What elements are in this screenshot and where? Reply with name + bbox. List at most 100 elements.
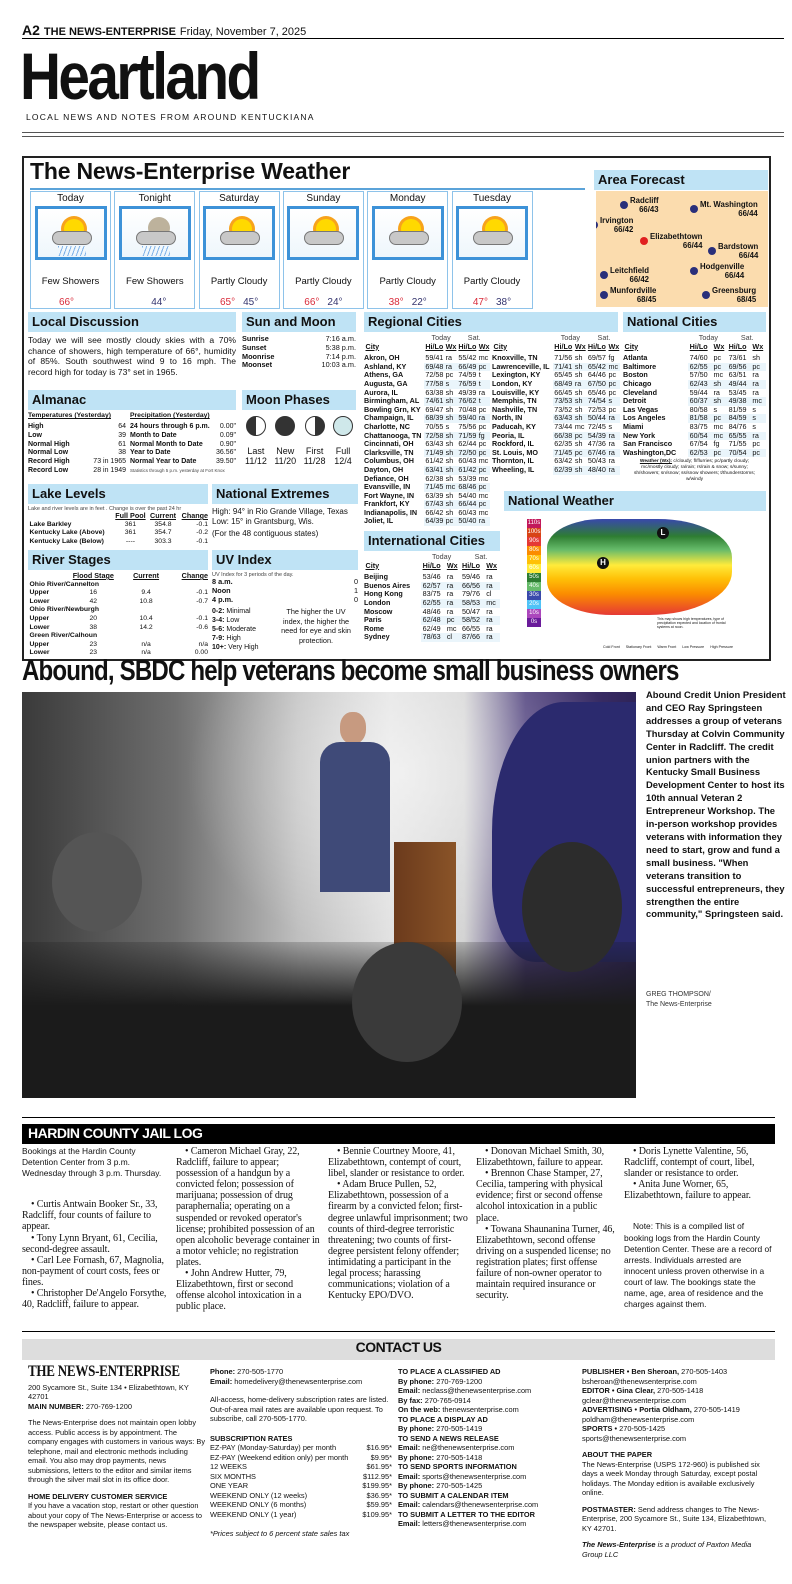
contact-value[interactable]: 270-505-1418 bbox=[436, 1452, 483, 1462]
contact-value[interactable]: 270-769-1200 bbox=[436, 1376, 483, 1386]
story-photo[interactable] bbox=[22, 692, 636, 1098]
staff-email[interactable]: poldham@thenewsenterprise.com bbox=[582, 1414, 695, 1424]
contact-title: CONTACT US bbox=[22, 1339, 775, 1360]
row-value: 10.4 bbox=[139, 614, 153, 622]
contact-label: Email: bbox=[398, 1386, 421, 1395]
sat-hilo: 66/56 bbox=[460, 581, 485, 591]
rate-row: EZ-PAY (Weekend edition only) per month $… bbox=[210, 1453, 392, 1463]
almanac-temp-row: Low 39 bbox=[28, 432, 126, 441]
staff-phone[interactable]: 270-505-1419 bbox=[693, 1405, 740, 1414]
contact-value[interactable]: ne@thenewsenterprise.com bbox=[422, 1443, 515, 1452]
staff-email[interactable]: bsheroan@thenewsenterprise.com bbox=[582, 1376, 697, 1386]
rate-label: SIX MONTHS bbox=[210, 1471, 256, 1481]
temps-header: Temperatures (Yesterday) bbox=[28, 412, 111, 419]
today-hilo: 53/46 bbox=[422, 572, 441, 582]
staff-email[interactable]: gclear@thenewsenterprise.com bbox=[582, 1395, 687, 1405]
rate-price: $9.95* bbox=[370, 1452, 392, 1462]
river-name: Green River/Calhoun bbox=[29, 632, 98, 640]
contact-value[interactable]: neclass@thenewsenterprise.com bbox=[422, 1386, 532, 1395]
sat-wx: ra bbox=[484, 633, 500, 642]
contact-value[interactable]: letters@thenewsenterprise.com bbox=[422, 1519, 527, 1528]
sat-wx: pc bbox=[608, 387, 617, 397]
city-row: Baltimore 62/55 pc 69/56 pc bbox=[623, 362, 766, 372]
story-headline: Abound, SBDC help veterans become small … bbox=[22, 655, 679, 687]
today-wx: sh bbox=[712, 397, 728, 406]
rate-label: EZ-PAY (Weekend edition only) per month bbox=[210, 1452, 349, 1462]
city-name: Akron, OH bbox=[364, 353, 400, 363]
staff-phone[interactable]: 270-505-1403 bbox=[681, 1367, 728, 1376]
national-weather: National Weather bbox=[504, 491, 766, 511]
staff-phone[interactable]: 270-505-1425 bbox=[619, 1424, 666, 1433]
sat-wx: pc bbox=[478, 439, 487, 449]
temp-band-110s: 110s bbox=[527, 519, 541, 528]
staff-phone[interactable]: 270-505-1418 bbox=[657, 1386, 704, 1395]
today-wx: ra bbox=[445, 353, 453, 363]
cloud-icon bbox=[388, 231, 429, 245]
sat-hilo: 54/39 bbox=[586, 430, 607, 441]
extreme-low: Low: 15° in Grantsburg, Wis. bbox=[212, 517, 314, 526]
photo-credit: GREG THOMPSON/The News-Enterprise bbox=[646, 990, 712, 1010]
city-name: Joliet, IL bbox=[364, 516, 394, 526]
area-forecast-map: Radcliff 66/43 Mt. Washington 66/44 Irvingto… bbox=[596, 191, 768, 307]
area-city: Mt. Washington 66/44 bbox=[700, 200, 758, 218]
email-link[interactable]: homedelivery@thenewsenterprise.com bbox=[234, 1376, 363, 1386]
today-header: Today bbox=[432, 552, 452, 561]
today-wx: pc bbox=[573, 448, 587, 458]
city-row: Los Angeles 81/58 pc 84/59 s bbox=[623, 414, 766, 423]
moon-phase-date: 11/20 bbox=[274, 456, 297, 466]
temp-band-10s: 10s bbox=[527, 609, 541, 618]
forecast-sunday: Sunday Partly Cloudy 66° 24° bbox=[282, 191, 364, 309]
today-hilo: 59/44 bbox=[689, 387, 708, 397]
sat-hilo: 50/47 bbox=[462, 606, 481, 616]
city-row: Atlanta 74/60 pc 73/61 sh bbox=[623, 354, 766, 363]
row-label: Lower bbox=[29, 623, 50, 631]
hilo-header: Hi/Lo bbox=[554, 341, 573, 351]
today-hilo: 60/37 bbox=[688, 397, 713, 406]
staff-title: ADVERTISING • Portia Oldham, bbox=[582, 1405, 692, 1414]
contact-value[interactable]: 270-765-0914 bbox=[424, 1395, 471, 1405]
today-hilo: 67/54 bbox=[689, 439, 708, 449]
contact-value[interactable]: calendars@thenewsenterprise.com bbox=[422, 1500, 539, 1509]
almanac-temp-row-value: 61 bbox=[118, 440, 126, 448]
divider bbox=[22, 1117, 775, 1118]
sat-hilo: 87/66 bbox=[460, 633, 485, 642]
contact-value[interactable]: 270-505-1419 bbox=[436, 1424, 483, 1433]
city-name: St. Louis, MO bbox=[492, 447, 538, 457]
staff-email[interactable]: sports@thenewsenterprise.com bbox=[582, 1433, 687, 1443]
forecast-condition: Few Showers bbox=[126, 276, 184, 287]
city-name: Evansville, IN bbox=[364, 482, 411, 492]
contact-label: Email: bbox=[398, 1471, 421, 1481]
section-heading: Area Forecast bbox=[594, 170, 768, 190]
main-number-value[interactable]: 270-769-1200 bbox=[85, 1401, 132, 1411]
table-header: Today Sat. bbox=[364, 552, 500, 562]
postmaster-label: POSTMASTER: bbox=[582, 1504, 636, 1514]
phone-value[interactable]: 270-505-1770 bbox=[237, 1367, 284, 1376]
sat-header: Sat. bbox=[597, 333, 611, 342]
contact-value[interactable]: sports@thenewsenterprise.com bbox=[422, 1471, 527, 1481]
today-hilo: 61/42 bbox=[425, 456, 444, 466]
sat-hilo: 50/40 bbox=[456, 516, 478, 527]
map-legend-low-pressure: Low Pressure bbox=[682, 645, 705, 649]
forecast-tonight: Tonight Few Showers 44° bbox=[114, 191, 196, 309]
partly-cloudy-icon bbox=[287, 206, 360, 260]
forecast-condition: Partly Cloudy bbox=[295, 276, 352, 287]
postmaster-text: Send address changes to The News-Enterpr… bbox=[582, 1504, 767, 1533]
jail-entry: • Donovan Michael Smith, 30, Elizabethto… bbox=[476, 1146, 605, 1169]
sat-wx: mc bbox=[484, 598, 500, 608]
contact-value[interactable]: thenewsenterprise.com bbox=[442, 1405, 519, 1414]
wx-header: Wx bbox=[478, 341, 490, 351]
today-wx: sh bbox=[573, 362, 587, 372]
river-row: Lower 42 10.8 -0.7 bbox=[28, 598, 209, 607]
section-heading: UV Index bbox=[212, 550, 358, 570]
city-row: Evansville, IN 71/45 mc 68/46 pc bbox=[364, 482, 490, 492]
sat-hilo: 74/59 bbox=[458, 370, 477, 380]
almanac-temp-row-label: Normal Low bbox=[28, 449, 69, 457]
today-hilo: 63/41 bbox=[423, 464, 445, 475]
sat-wx: ra bbox=[486, 572, 493, 582]
today-wx: sh bbox=[445, 490, 454, 500]
contact-value[interactable]: 270-505-1425 bbox=[436, 1481, 483, 1490]
sat-hilo: 74/54 bbox=[586, 396, 607, 406]
forecast-day: Today bbox=[57, 193, 84, 204]
city-row: Detroit 60/37 sh 49/38 mc bbox=[623, 397, 766, 406]
cloud-icon bbox=[220, 231, 261, 245]
